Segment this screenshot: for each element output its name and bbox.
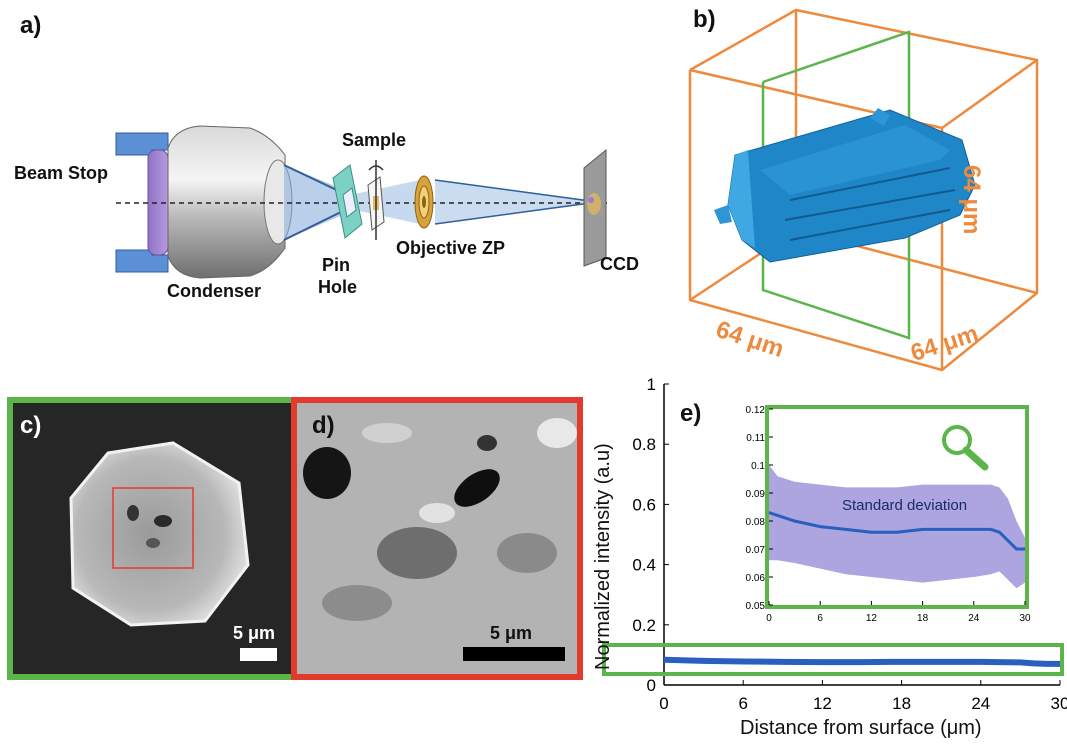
rotation-arrow-icon — [368, 165, 384, 171]
dim-label-right: 64 μm — [958, 165, 985, 235]
panel-d-label: d) — [312, 412, 335, 439]
txm-setup-diagram — [115, 125, 610, 279]
inset-x-tick-label: 24 — [968, 613, 980, 624]
x-tick-label: 12 — [813, 694, 832, 713]
label-hole: Hole — [318, 277, 358, 297]
scale-bar-d — [463, 647, 565, 661]
y-tick-label: 0.8 — [632, 435, 656, 454]
crystal-render — [714, 108, 976, 263]
panel-e-label: e) — [680, 400, 702, 427]
y-tick-label: 0.6 — [632, 495, 656, 514]
intensity-profile-chart: 00.20.40.60.81 0 6 12 18 24 30 0.050.060.070.… — [602, 375, 1067, 713]
chart-xlabel: Distance from surface (μm) — [740, 717, 982, 739]
label-beam-stop: Beam Stop — [14, 163, 109, 183]
chart-ylabel: Normalized intensity (a.u) — [592, 443, 614, 670]
inset-x-tick-label: 6 — [817, 613, 823, 624]
panel-b-label: b) — [693, 6, 716, 33]
scale-label-d: 5 μm — [490, 623, 533, 643]
y-tick-label: 0.4 — [632, 556, 656, 575]
x-tick-label: 30 — [1051, 694, 1067, 713]
inset-mean-line — [768, 511, 1025, 551]
inset-y-tick-label: 0.1 — [751, 461, 765, 472]
inset-y-tick-label: 0.07 — [746, 545, 766, 556]
label-ccd: CCD — [600, 254, 639, 274]
inset-x-tick-label: 0 — [766, 613, 772, 624]
scale-bar-c — [240, 648, 277, 661]
panel-c-label: c) — [20, 412, 42, 439]
inset-y-tick-label: 0.12 — [746, 405, 766, 416]
main-highlight-box — [602, 643, 1064, 676]
inset-x-tick-label: 12 — [866, 613, 878, 624]
x-tick-label: 24 — [971, 694, 990, 713]
tomography-volume — [688, 8, 1039, 372]
label-pin: Pin — [322, 255, 351, 275]
main-axes: 0 0.2 0.4 0.6 0.8 1 0 6 12 18 24 30 — [632, 375, 1067, 713]
label-sample: Sample — [342, 130, 407, 150]
y-tick-label: 1 — [647, 375, 656, 394]
std-deviation-band — [769, 465, 1025, 589]
inset-annotation: Standard deviation — [842, 497, 968, 514]
inset-x-tick-label: 30 — [1019, 613, 1031, 624]
inset-y-tick-label: 0.06 — [746, 573, 766, 584]
inset-y-tick-label: 0.05 — [746, 601, 766, 612]
zoomed-region-image — [297, 403, 577, 674]
x-tick-label: 18 — [892, 694, 911, 713]
roi-box — [112, 487, 194, 569]
y-tick-label: 0.2 — [632, 616, 656, 635]
panel-a-label: a) — [20, 12, 42, 39]
x-tick-label: 6 — [738, 694, 747, 713]
y-tick-label: 0 — [647, 676, 656, 695]
beam-stop-top-arm — [115, 132, 169, 156]
main-series-line — [663, 656, 1060, 667]
inset-y-tick-label: 0.08 — [746, 517, 766, 528]
x-tick-label: 0 — [659, 694, 668, 713]
scale-label-c: 5 μm — [233, 623, 276, 643]
panel-d-image — [291, 397, 583, 680]
inset-x-tick-label: 18 — [917, 613, 929, 624]
magnifier-icon — [942, 425, 989, 471]
label-condenser: Condenser — [167, 281, 262, 301]
xray-slice-image — [13, 403, 291, 674]
inset-y-tick-label: 0.11 — [746, 433, 765, 444]
inset-chart: 0.05 0.06 0.07 0.08 0.09 0.1 0.11 0.12 0 6 12 18 24… — [746, 405, 1031, 624]
panel-c-image — [7, 397, 297, 680]
label-objective-zp: Objective ZP — [396, 238, 506, 258]
inset-y-tick-label: 0.09 — [746, 489, 766, 500]
condenser-body — [167, 125, 286, 279]
